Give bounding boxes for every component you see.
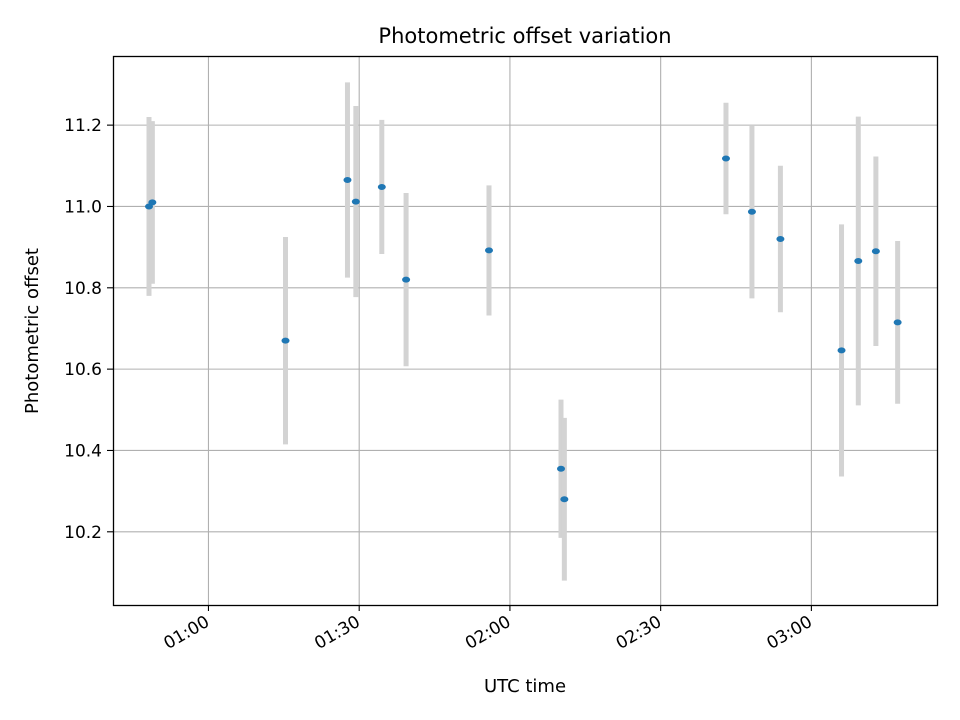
data-point [854, 257, 863, 264]
y-tick-label: 10.6 [64, 360, 102, 380]
data-point [377, 183, 386, 190]
data-point [402, 276, 411, 283]
data-points [145, 155, 902, 503]
data-point [871, 248, 880, 255]
data-point [351, 198, 360, 205]
data-point [893, 319, 902, 326]
plot-frame [112, 55, 939, 607]
y-tick-label: 11.2 [64, 116, 102, 136]
data-point [148, 199, 157, 206]
y-axis-label: Photometric offset [22, 248, 43, 414]
data-point [281, 337, 290, 344]
chart-title: Photometric offset variation [378, 24, 671, 48]
data-point [484, 247, 493, 254]
grid [113, 56, 937, 605]
data-point [837, 347, 846, 354]
y-axis-ticks: 10.2 10.4 10.6 10.8 11.0 11.2 [64, 116, 113, 543]
data-point [343, 177, 352, 184]
y-tick-label: 11.0 [64, 197, 102, 217]
y-tick-label: 10.2 [64, 523, 102, 543]
y-tick-label: 10.4 [64, 441, 102, 461]
data-point [721, 155, 730, 162]
x-axis-label: UTC time [484, 676, 566, 697]
data-point [747, 208, 756, 215]
data-point [776, 236, 785, 242]
data-point [557, 465, 566, 472]
y-tick-label: 10.8 [64, 279, 102, 299]
data-point [560, 496, 569, 503]
